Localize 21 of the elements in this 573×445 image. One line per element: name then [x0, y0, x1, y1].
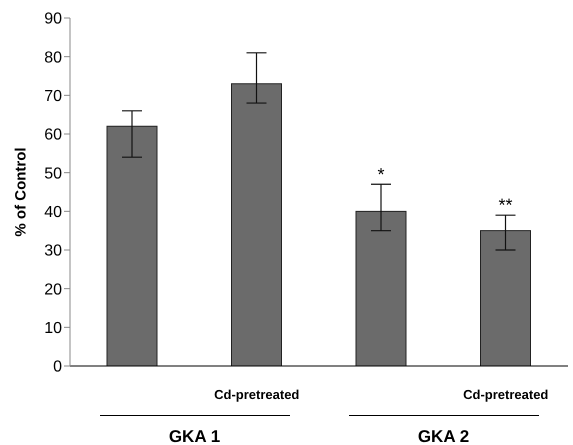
- y-tick-label: 60: [44, 126, 62, 144]
- y-tick-label: 30: [44, 242, 62, 260]
- x-tick-label: Cd-pretreated: [463, 387, 548, 402]
- bar: [106, 126, 158, 366]
- y-tick-label: 80: [44, 49, 62, 66]
- y-tick-label: 50: [44, 165, 62, 182]
- y-tick-label: 20: [44, 281, 62, 298]
- bar: [231, 83, 282, 366]
- text: GKA 1: [168, 427, 222, 445]
- y-tick-label: 0: [53, 358, 62, 376]
- text: GKA 2: [416, 427, 470, 445]
- bar: [480, 230, 531, 366]
- y-tick-label: 10: [44, 320, 62, 338]
- bar: [356, 210, 406, 366]
- y-tick-label: 70: [44, 88, 62, 106]
- data-label: *: [377, 164, 385, 184]
- y-tick-label: 90: [44, 10, 62, 28]
- data-label: **: [498, 195, 513, 216]
- y-axis-title: % of Control: [12, 147, 30, 237]
- y-tick-label: 40: [44, 204, 62, 222]
- x-tick-label: Cd-pretreated: [214, 387, 300, 402]
